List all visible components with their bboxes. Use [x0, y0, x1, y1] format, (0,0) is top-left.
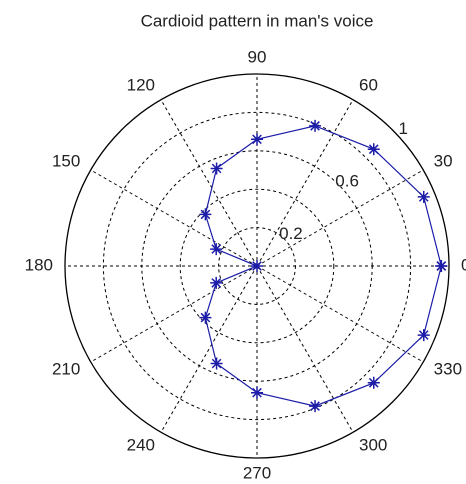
chart-title: Cardioid pattern in man's voice [141, 11, 374, 30]
spoke [256, 99, 354, 267]
r-tick-label: 1 [399, 119, 408, 138]
marker [251, 133, 263, 146]
theta-tick-label: 90 [248, 47, 267, 66]
marker [210, 243, 223, 256]
theta-tick-label: 150 [52, 151, 80, 170]
theta-tick-label: 30 [434, 151, 453, 170]
theta-tick-label: 0 [461, 255, 466, 274]
marker [251, 260, 263, 272]
theta-tick-label: 270 [243, 463, 271, 482]
theta-tick-label: 330 [434, 359, 462, 378]
theta-tick-label: 300 [359, 436, 387, 455]
spoke [256, 169, 424, 267]
marker [210, 276, 223, 289]
marker [309, 119, 322, 132]
marker [367, 143, 380, 156]
spoke [256, 265, 424, 363]
grid-ring [141, 150, 373, 382]
marker [417, 190, 430, 203]
theta-tick-label: 210 [52, 359, 80, 378]
marker [251, 386, 263, 399]
marker [309, 400, 322, 413]
theta-tick-label: 180 [25, 255, 53, 274]
marker [199, 311, 212, 324]
outer-ring [64, 73, 450, 459]
spoke [90, 265, 258, 363]
spoke [256, 265, 354, 433]
marker [417, 329, 430, 342]
marker [199, 208, 212, 221]
spoke [160, 265, 258, 433]
r-tick-label: 0.2 [279, 224, 303, 243]
theta-tick-label: 120 [127, 75, 155, 94]
grid-ring [102, 111, 412, 421]
spoke [90, 169, 258, 267]
r-tick-label: 0.6 [335, 171, 359, 190]
marker [210, 162, 223, 175]
marker [367, 376, 380, 389]
grid-ring [218, 227, 296, 305]
marker [210, 357, 223, 370]
theta-tick-label: 60 [359, 75, 378, 94]
grid-ring [179, 188, 335, 344]
theta-tick-label: 240 [127, 436, 155, 455]
marker [435, 260, 448, 272]
spoke [160, 99, 258, 267]
